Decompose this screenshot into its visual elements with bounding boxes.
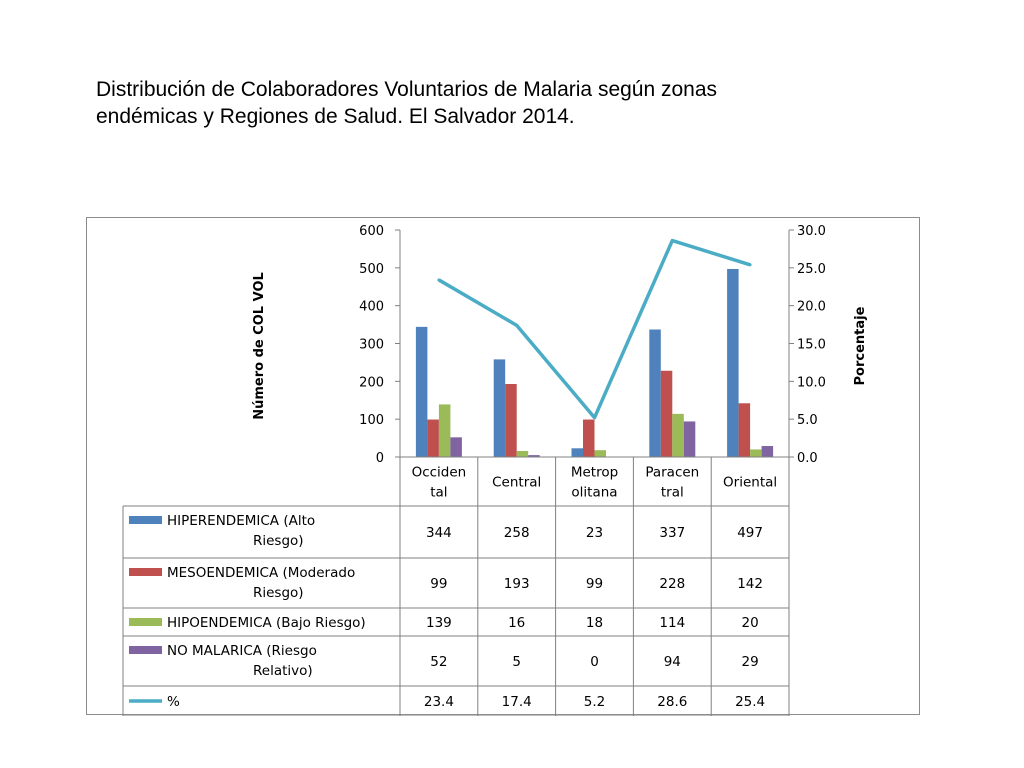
- category-label: tral: [661, 485, 684, 501]
- legend-label: HIPERENDEMICA (Alto: [167, 513, 315, 529]
- table-value: 5.2: [584, 694, 605, 710]
- category-label: Paracen: [645, 465, 699, 481]
- percent-point: [670, 239, 674, 243]
- table-value: 16: [508, 615, 525, 631]
- y-tick-label: 100: [359, 413, 384, 428]
- bar-series-1: [649, 329, 661, 457]
- table-value: 337: [659, 525, 685, 541]
- category-label: Metrop: [571, 465, 618, 481]
- category-label: tal: [430, 485, 447, 501]
- table-value: 23.4: [424, 694, 454, 710]
- table-value: 497: [737, 525, 763, 541]
- table-value: 17.4: [502, 694, 532, 710]
- bar-series-3: [516, 450, 529, 457]
- chart-title: Distribución de Colaboradores Voluntario…: [96, 76, 916, 130]
- y-tick-label: 500: [359, 262, 384, 277]
- bar-series-1: [493, 359, 506, 457]
- table-value: 139: [426, 615, 452, 631]
- y-tick-label: 600: [359, 224, 384, 239]
- table-value: 99: [430, 576, 447, 592]
- legend-key-series-1: [129, 516, 162, 524]
- legend-label: Relativo): [253, 663, 313, 679]
- legend-label: %: [167, 694, 180, 710]
- y-tick-label: 0: [376, 451, 384, 466]
- percent-point: [437, 278, 441, 282]
- table-value: 23: [586, 525, 603, 541]
- legend-key-series-3: [129, 618, 162, 626]
- legend-label: Riesgo): [253, 585, 304, 601]
- y2-tick-label: 5.0: [797, 413, 818, 428]
- table-value: 344: [426, 525, 452, 541]
- title-line-1: Distribución de Colaboradores Voluntario…: [96, 78, 718, 101]
- category-label: Oriental: [723, 475, 777, 491]
- bar-series-3: [750, 449, 762, 457]
- bar-series-2: [505, 383, 517, 457]
- table-value: 5: [512, 654, 521, 670]
- percent-point: [515, 323, 519, 327]
- table-value: 18: [586, 615, 603, 631]
- legend-key-series-4: [129, 646, 162, 654]
- y2-tick-label: 30.0: [797, 224, 826, 239]
- chart-frame: 0 100 200 300 400 500 600 0.0 5.0 10.0 15.0 20.0 25.…: [86, 217, 920, 716]
- y2-tick-label: 15.0: [797, 338, 826, 353]
- bar-series-1: [571, 448, 583, 457]
- percent-line: [438, 238, 751, 420]
- y-tick-label: 300: [359, 338, 384, 353]
- combo-chart: 01002003004005006000.05.010.015.020.025.…: [122, 224, 868, 716]
- category-label: Occiden: [412, 465, 467, 481]
- y-axis-title: Número de COL VOL: [252, 272, 267, 420]
- bar-series-3: [594, 450, 606, 457]
- y2-tick-label: 25.0: [797, 262, 826, 277]
- table-value: 20: [742, 615, 759, 631]
- title-line-2: endémicas y Regiones de Salud. El Salvad…: [96, 105, 575, 128]
- bar-series-2: [660, 370, 673, 457]
- legend-label: NO MALARICA (Riesgo: [167, 643, 317, 659]
- bar-series-3: [672, 413, 684, 457]
- bar-series-2: [583, 419, 595, 457]
- y2-tick-label: 10.0: [797, 375, 826, 390]
- percent-point: [748, 263, 752, 267]
- table-value: 94: [664, 654, 681, 670]
- table-value: 0: [590, 654, 599, 670]
- y2-axis-title: Porcentaje: [853, 306, 868, 385]
- table-value: 142: [737, 576, 763, 592]
- category-label: Central: [492, 475, 541, 491]
- y2-tick-label: 0.0: [797, 451, 818, 466]
- legend-label: HIPOENDEMICA (Bajo Riesgo): [167, 615, 366, 631]
- bar-series-4: [528, 455, 540, 457]
- legend-key-series-2: [129, 568, 162, 576]
- table-value: 28.6: [657, 694, 687, 710]
- legend-label: MESOENDEMICA (Moderado: [167, 565, 355, 581]
- bar-series-1: [415, 326, 428, 457]
- bar-series-3: [438, 404, 451, 457]
- bar-series-4: [683, 421, 696, 457]
- table-value: 99: [586, 576, 603, 592]
- bar-series-1: [727, 268, 739, 457]
- table-value: 258: [504, 525, 530, 541]
- bar-series-4: [761, 446, 774, 457]
- category-label: olitana: [571, 485, 617, 501]
- y-tick-label: 400: [359, 300, 384, 315]
- percent-point: [593, 416, 596, 420]
- table-value: 228: [659, 576, 685, 592]
- table-value: 114: [659, 615, 685, 631]
- bar-series-2: [427, 419, 439, 457]
- table-value: 52: [430, 654, 447, 670]
- bar-series-4: [450, 437, 462, 457]
- bar-series-2: [738, 403, 751, 457]
- table-value: 29: [742, 654, 759, 670]
- y2-tick-label: 20.0: [797, 300, 826, 315]
- legend-label: Riesgo): [253, 533, 304, 549]
- y-tick-label: 200: [359, 375, 384, 390]
- table-value: 25.4: [735, 694, 765, 710]
- table-value: 193: [504, 576, 530, 592]
